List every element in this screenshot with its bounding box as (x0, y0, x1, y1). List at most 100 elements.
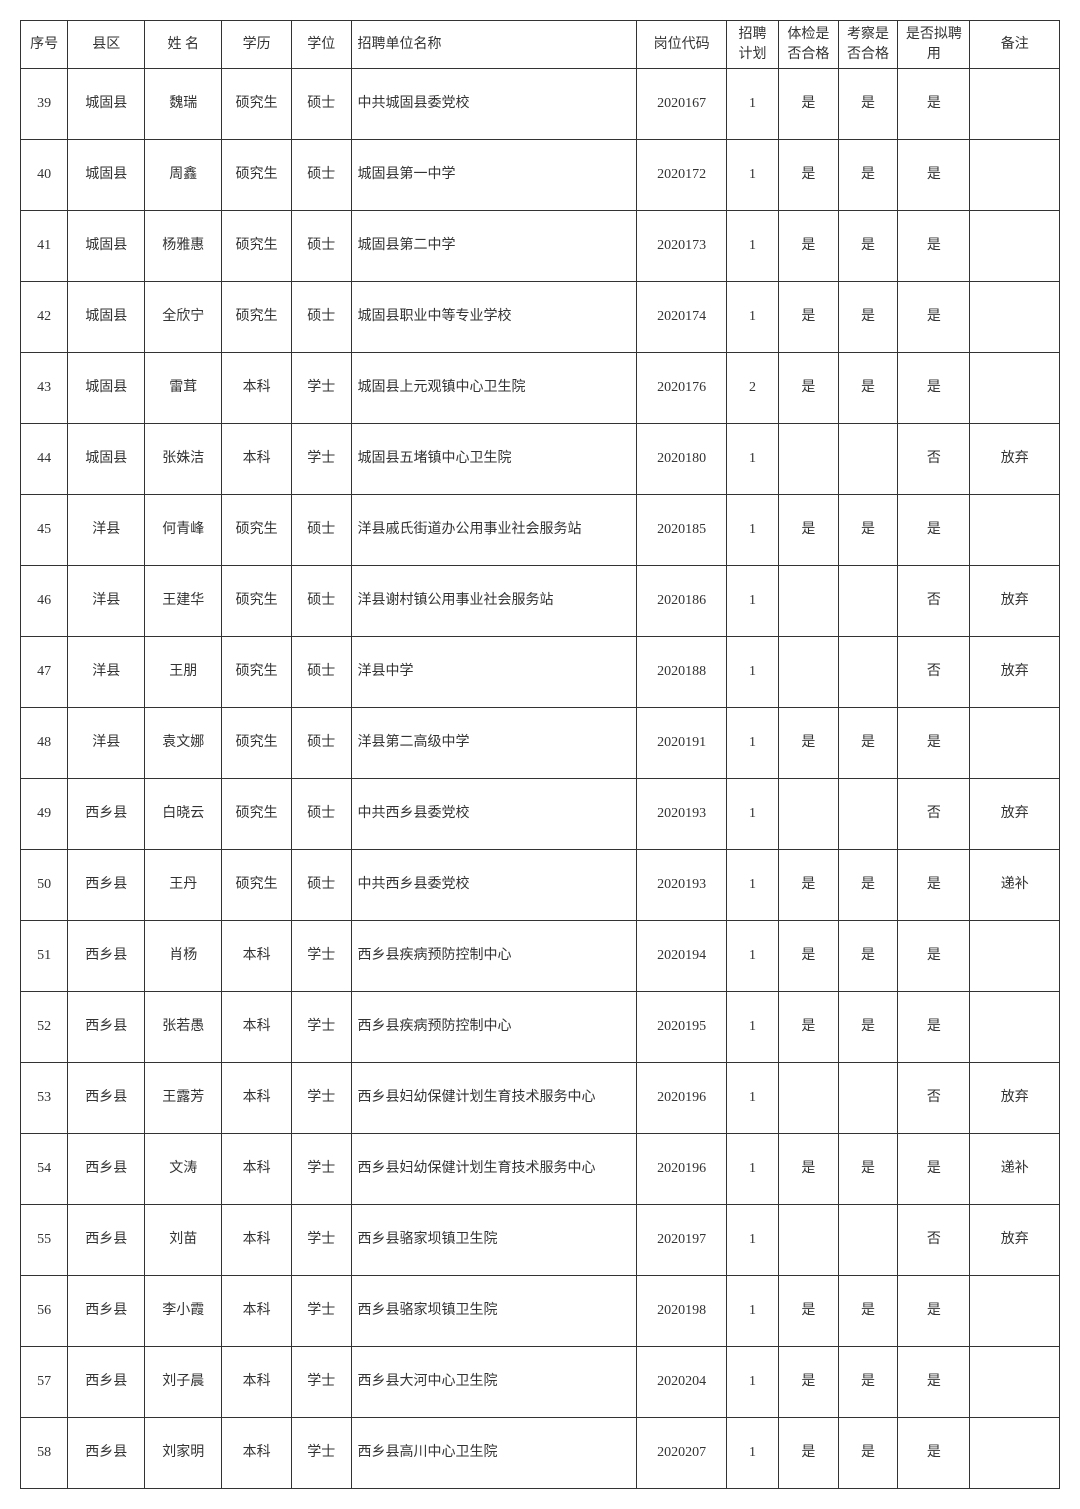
table-cell: 否 (898, 1063, 970, 1134)
table-cell: 是 (838, 1347, 898, 1418)
header-insp: 考察是否合格 (838, 21, 898, 69)
table-cell: 是 (779, 850, 839, 921)
table-cell: 1 (726, 850, 778, 921)
table-cell: 1 (726, 211, 778, 282)
table-cell (970, 353, 1060, 424)
table-cell: 何青峰 (145, 495, 222, 566)
table-cell: 53 (21, 1063, 68, 1134)
table-cell: 1 (726, 992, 778, 1063)
table-cell: 西乡县 (68, 1347, 145, 1418)
table-cell: 西乡县 (68, 1063, 145, 1134)
table-cell: 硕究生 (222, 708, 292, 779)
table-cell: 51 (21, 921, 68, 992)
table-cell (779, 1063, 839, 1134)
table-cell: 本科 (222, 424, 292, 495)
table-cell (779, 566, 839, 637)
table-cell: 周鑫 (145, 140, 222, 211)
table-cell: 是 (838, 211, 898, 282)
table-cell (970, 1347, 1060, 1418)
table-cell (838, 1205, 898, 1276)
table-cell: 是 (898, 495, 970, 566)
table-row: 53西乡县王露芳本科学士西乡县妇幼保健计划生育技术服务中心20201961否放弃 (21, 1063, 1060, 1134)
table-cell: 是 (898, 353, 970, 424)
table-cell: 西乡县 (68, 921, 145, 992)
table-cell: 硕究生 (222, 282, 292, 353)
table-cell: 硕士 (291, 637, 351, 708)
table-cell (970, 69, 1060, 140)
table-cell: 张姝洁 (145, 424, 222, 495)
table-cell: 中共西乡县委党校 (351, 850, 637, 921)
table-cell: 城固县 (68, 140, 145, 211)
table-cell: 学士 (291, 992, 351, 1063)
header-code: 岗位代码 (637, 21, 726, 69)
table-cell: 是 (838, 282, 898, 353)
table-cell: 54 (21, 1134, 68, 1205)
table-cell: 洋县中学 (351, 637, 637, 708)
table-cell: 是 (898, 1347, 970, 1418)
table-cell: 洋县第二高级中学 (351, 708, 637, 779)
table-row: 56西乡县李小霞本科学士西乡县骆家坝镇卫生院20201981是是是 (21, 1276, 1060, 1347)
table-cell: 是 (838, 1276, 898, 1347)
table-cell: 是 (838, 353, 898, 424)
table-cell: 城固县 (68, 282, 145, 353)
table-cell: 2020185 (637, 495, 726, 566)
table-cell: 是 (898, 708, 970, 779)
table-cell: 否 (898, 1205, 970, 1276)
header-hire: 是否拟聘用 (898, 21, 970, 69)
table-cell: 学士 (291, 424, 351, 495)
table-cell: 西乡县妇幼保健计划生育技术服务中心 (351, 1134, 637, 1205)
table-cell: 西乡县 (68, 1205, 145, 1276)
header-row: 序号 县区 姓 名 学历 学位 招聘单位名称 岗位代码 招聘计划 体检是否合格 … (21, 21, 1060, 69)
table-cell: 2 (726, 353, 778, 424)
table-cell: 魏瑞 (145, 69, 222, 140)
table-cell: 西乡县 (68, 850, 145, 921)
table-cell: 学士 (291, 1205, 351, 1276)
table-cell: 1 (726, 708, 778, 779)
table-cell: 39 (21, 69, 68, 140)
table-cell: 西乡县高川中心卫生院 (351, 1418, 637, 1489)
table-row: 54西乡县文涛本科学士西乡县妇幼保健计划生育技术服务中心20201961是是是递… (21, 1134, 1060, 1205)
table-cell: 硕士 (291, 566, 351, 637)
table-cell: 1 (726, 637, 778, 708)
table-cell: 1 (726, 779, 778, 850)
table-cell (970, 1418, 1060, 1489)
table-cell: 1 (726, 424, 778, 495)
table-cell: 是 (898, 1418, 970, 1489)
table-cell: 学士 (291, 1063, 351, 1134)
table-cell: 肖杨 (145, 921, 222, 992)
table-cell (838, 1063, 898, 1134)
table-cell: 是 (779, 992, 839, 1063)
table-cell (779, 779, 839, 850)
table-cell: 硕士 (291, 211, 351, 282)
table-cell: 学士 (291, 1347, 351, 1418)
table-cell: 硕究生 (222, 637, 292, 708)
table-cell: 学士 (291, 1276, 351, 1347)
table-cell: 中共西乡县委党校 (351, 779, 637, 850)
table-row: 42城固县全欣宁硕究生硕士城固县职业中等专业学校20201741是是是 (21, 282, 1060, 353)
table-cell: 47 (21, 637, 68, 708)
table-cell: 张若愚 (145, 992, 222, 1063)
table-cell: 50 (21, 850, 68, 921)
table-row: 52西乡县张若愚本科学士西乡县疾病预防控制中心20201951是是是 (21, 992, 1060, 1063)
table-cell: 洋县 (68, 637, 145, 708)
table-cell: 硕究生 (222, 211, 292, 282)
table-row: 40城固县周鑫硕究生硕士城固县第一中学20201721是是是 (21, 140, 1060, 211)
table-cell: 1 (726, 140, 778, 211)
table-cell: 王露芳 (145, 1063, 222, 1134)
table-cell: 1 (726, 1418, 778, 1489)
table-cell: 城固县第二中学 (351, 211, 637, 282)
table-row: 45洋县何青峰硕究生硕士洋县戚氏街道办公用事业社会服务站20201851是是是 (21, 495, 1060, 566)
table-cell: 城固县上元观镇中心卫生院 (351, 353, 637, 424)
table-row: 47洋县王朋硕究生硕士洋县中学20201881否放弃 (21, 637, 1060, 708)
table-row: 55西乡县刘苗本科学士西乡县骆家坝镇卫生院20201971否放弃 (21, 1205, 1060, 1276)
table-row: 57西乡县刘子晨本科学士西乡县大河中心卫生院20202041是是是 (21, 1347, 1060, 1418)
table-cell: 西乡县疾病预防控制中心 (351, 921, 637, 992)
table-cell: 是 (779, 69, 839, 140)
table-cell: 西乡县骆家坝镇卫生院 (351, 1205, 637, 1276)
table-cell: 1 (726, 69, 778, 140)
table-cell: 是 (779, 353, 839, 424)
table-cell: 本科 (222, 1347, 292, 1418)
table-cell: 1 (726, 566, 778, 637)
table-cell: 是 (838, 1418, 898, 1489)
table-cell: 2020191 (637, 708, 726, 779)
